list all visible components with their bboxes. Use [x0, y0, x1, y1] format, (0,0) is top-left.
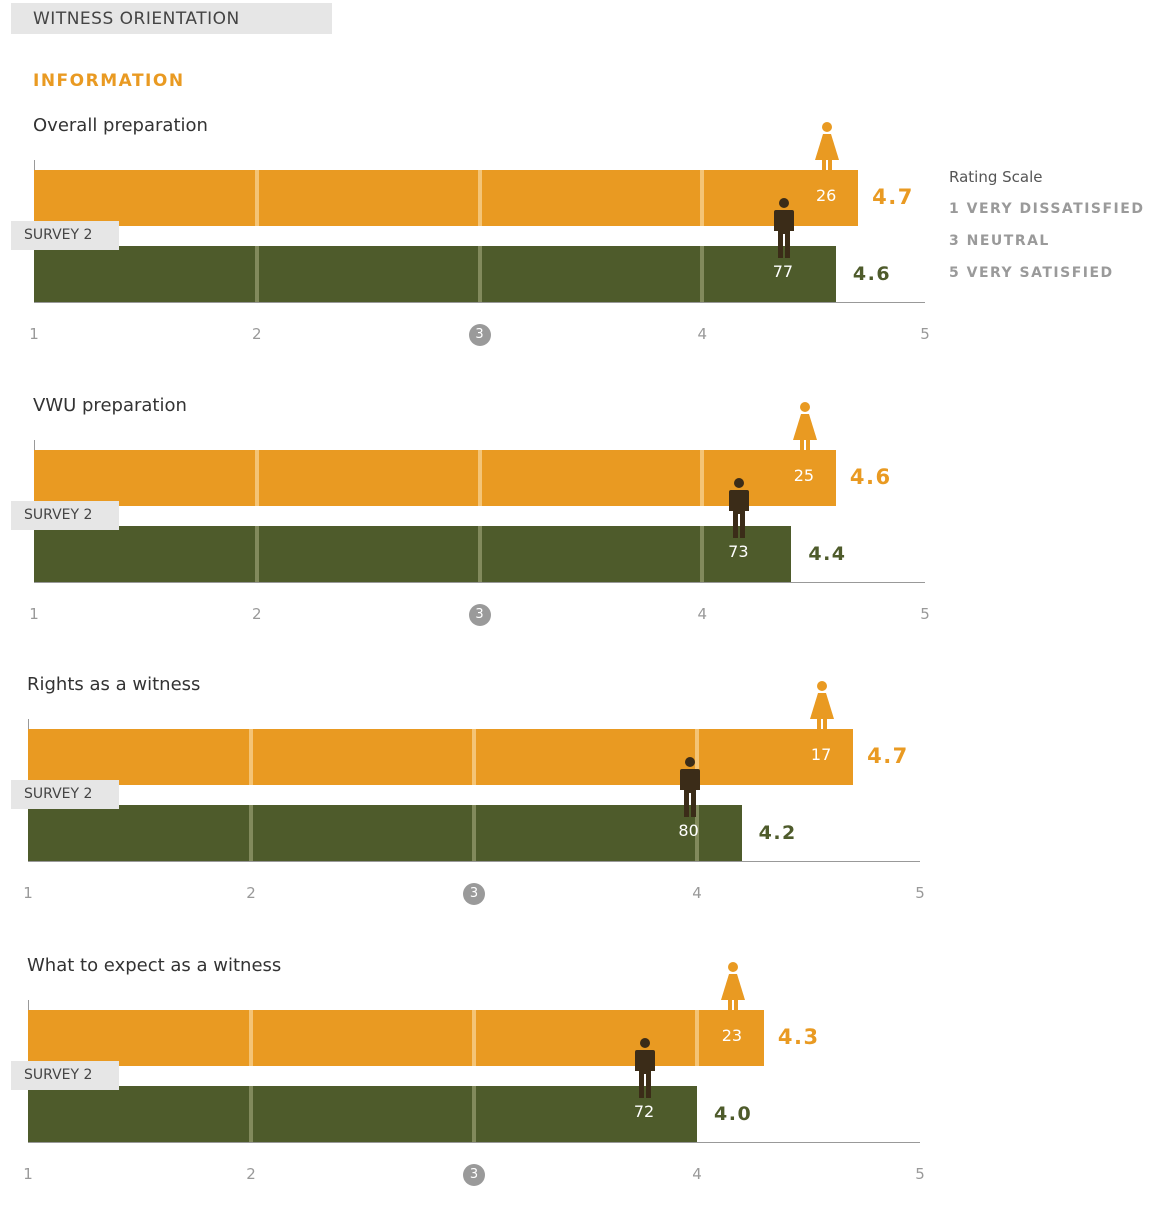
tick-label: 1: [29, 325, 39, 343]
bar-male: [34, 526, 792, 582]
legend-item-3: 3 NEUTRAL: [949, 233, 1050, 249]
count-female: 26: [815, 186, 837, 205]
gridline-male: [477, 526, 482, 582]
x-axis-line: [28, 1142, 920, 1143]
panel-title: What to expect as a witness: [27, 955, 282, 976]
tick-label: 1: [29, 605, 39, 623]
value-female: 4.6: [849, 465, 892, 489]
count-male: 72: [633, 1102, 655, 1121]
tick-label-neutral: 3: [463, 883, 485, 905]
tick-label-neutral: 3: [468, 324, 491, 346]
female-person-icon: [792, 402, 818, 466]
value-male: 4.0: [714, 1103, 753, 1125]
tick-label: 2: [251, 325, 262, 343]
gridline-female: [700, 170, 705, 226]
panel-title: Rights as a witness: [27, 674, 201, 695]
gridline-male: [254, 526, 259, 582]
gridline-male: [254, 246, 259, 302]
male-person-icon: [726, 478, 752, 542]
tick-label: 5: [920, 605, 930, 623]
gridline-male: [472, 1086, 476, 1142]
chart-panel: What to expect as a witness SURVEY 2 23 72 4…: [0, 955, 960, 1225]
count-female: 17: [810, 745, 832, 764]
value-male: 4.4: [808, 543, 847, 565]
gridline-male: [700, 246, 705, 302]
tick-label: 4: [697, 325, 708, 343]
value-female: 4.3: [777, 1025, 820, 1049]
male-person-icon: [677, 757, 703, 821]
gridline-female: [477, 450, 482, 506]
legend-title: Rating Scale: [949, 168, 1043, 186]
male-person-icon: [771, 198, 797, 262]
tick-label: 5: [915, 884, 925, 902]
bar-female: [34, 450, 836, 506]
bar-male: [28, 1086, 697, 1142]
bar-female: [28, 729, 854, 785]
value-female: 4.7: [867, 744, 909, 768]
x-axis-line: [28, 861, 920, 862]
chart-panel: VWU preparation SURVEY 2 25 73 4.6 4.4 1 2 3 4 5: [0, 395, 960, 665]
value-male: 4.2: [758, 822, 797, 844]
section-title: INFORMATION: [33, 71, 185, 91]
tick-label: 4: [692, 884, 702, 902]
male-person-icon: [632, 1038, 658, 1102]
survey-label: SURVEY 2: [11, 221, 119, 250]
gridline-female: [700, 450, 705, 506]
tick-label-neutral: 3: [468, 604, 491, 626]
tick-label: 2: [251, 605, 262, 623]
gridline-male: [695, 805, 699, 861]
bar-male: [34, 246, 836, 302]
female-person-icon: [809, 681, 835, 745]
tick-label: 1: [23, 1165, 33, 1183]
female-person-icon: [814, 122, 840, 186]
gridline-female: [695, 729, 699, 785]
tick-label: 5: [920, 325, 930, 343]
gridline-female: [477, 170, 482, 226]
panel-title: VWU preparation: [33, 395, 187, 416]
count-female: 23: [721, 1026, 743, 1045]
value-male: 4.6: [852, 263, 892, 285]
gridline-male: [249, 1086, 253, 1142]
bar-male: [28, 805, 742, 861]
tick-label: 2: [246, 1165, 256, 1183]
count-male: 80: [678, 821, 699, 840]
chart-panel: Overall preparation SURVEY 2 26 77 4.7 4.6 1 2 3…: [0, 115, 960, 385]
gridline-female: [472, 1010, 476, 1066]
female-person-icon: [720, 962, 746, 1026]
tick-label: 4: [692, 1165, 702, 1183]
survey-label: SURVEY 2: [11, 501, 119, 530]
gridline-female: [249, 729, 253, 785]
gridline-male: [477, 246, 482, 302]
x-axis-line: [34, 582, 925, 583]
gridline-male: [700, 526, 705, 582]
tick-label: 4: [697, 605, 708, 623]
survey-label: SURVEY 2: [11, 1061, 119, 1090]
page-title: WITNESS ORIENTATION: [33, 9, 240, 29]
gridline-male: [472, 805, 476, 861]
tick-label-neutral: 3: [463, 1164, 485, 1186]
count-female: 25: [793, 466, 815, 485]
x-axis-line: [34, 302, 925, 303]
count-male: 77: [772, 262, 794, 281]
tick-label: 2: [246, 884, 256, 902]
chart-panel: Rights as a witness SURVEY 2 17 80 4.7 4.2 1 2 3…: [0, 674, 960, 944]
gridline-female: [472, 729, 476, 785]
legend-item-5: 5 VERY SATISFIED: [949, 265, 1114, 281]
tick-label: 1: [23, 884, 33, 902]
gridline-male: [249, 805, 253, 861]
gridline-female: [695, 1010, 699, 1066]
gridline-female: [249, 1010, 253, 1066]
survey-label: SURVEY 2: [11, 780, 119, 809]
tick-label: 5: [915, 1165, 925, 1183]
value-female: 4.7: [872, 185, 914, 209]
header-band: [11, 3, 332, 34]
gridline-female: [254, 170, 259, 226]
gridline-female: [254, 450, 259, 506]
bar-female: [34, 170, 859, 226]
panel-title: Overall preparation: [33, 115, 208, 136]
legend-item-1: 1 VERY DISSATISFIED: [949, 201, 1145, 217]
count-male: 73: [728, 542, 749, 561]
